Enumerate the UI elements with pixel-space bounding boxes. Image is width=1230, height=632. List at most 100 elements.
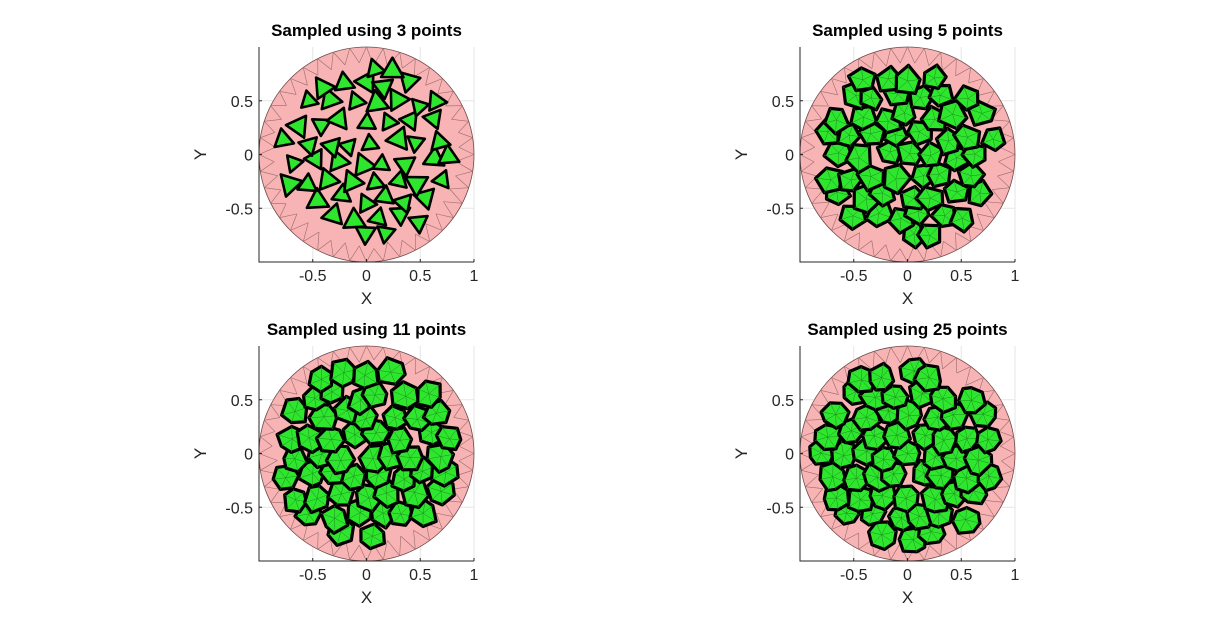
cell <box>297 136 319 157</box>
cell <box>279 173 304 198</box>
cell <box>392 156 417 178</box>
cell <box>330 182 353 203</box>
x-axis-label: X <box>361 289 372 308</box>
cell <box>428 89 449 112</box>
cell <box>366 206 388 227</box>
x-tick-label: 0.5 <box>409 268 431 285</box>
x-tick-label: -0.5 <box>299 567 327 584</box>
cell <box>285 154 305 174</box>
subplot-title: Sampled using 5 points <box>812 21 1003 40</box>
cell <box>406 135 427 154</box>
cell <box>273 127 296 149</box>
cell <box>389 87 412 112</box>
x-tick-label: 1 <box>1011 567 1020 584</box>
boundary-mesh <box>258 46 475 263</box>
y-tick-label: -0.5 <box>225 201 253 218</box>
cell <box>387 169 408 189</box>
cells <box>813 63 1007 250</box>
x-tick-label: -0.5 <box>840 268 868 285</box>
x-tick-label: 0 <box>903 268 912 285</box>
x-tick-label: -0.5 <box>840 567 868 584</box>
cell <box>356 111 378 130</box>
cell <box>434 425 463 452</box>
x-axis-label: X <box>361 588 372 607</box>
y-tick-label: -0.5 <box>766 500 794 517</box>
y-tick-label: 0.5 <box>772 94 794 111</box>
cell <box>430 129 452 152</box>
cell <box>381 111 401 132</box>
x-tick-label: 1 <box>1011 268 1020 285</box>
cell <box>948 206 975 234</box>
cell <box>296 172 319 193</box>
cell <box>365 171 387 191</box>
cell <box>370 78 395 101</box>
cell <box>319 136 341 159</box>
cell <box>366 57 387 79</box>
cell <box>333 70 357 92</box>
cell <box>379 56 405 79</box>
cell <box>354 151 378 177</box>
y-axis-label: Y <box>191 448 210 459</box>
y-tick-label: 0 <box>244 148 253 165</box>
y-tick-label: 0.5 <box>772 393 794 410</box>
boundary-mesh <box>799 46 1016 263</box>
subplot-4: -0.5 0 0.5 1 0.5 0 -0.5 Sampled using 25 points… <box>732 320 1020 607</box>
subplot-1: -0.5 0 0.5 1 0.5 0 -0.5 Sampled using 3 points X… <box>191 21 479 308</box>
axes-lines <box>258 47 474 263</box>
cell <box>360 132 381 152</box>
cell <box>421 108 442 131</box>
y-tick-label: 0 <box>785 148 794 165</box>
x-tick-label: 1 <box>470 567 479 584</box>
cells <box>273 56 461 246</box>
cell <box>956 160 987 189</box>
x-axis-label: X <box>902 289 913 308</box>
subplot-title: Sampled using 11 points <box>267 320 466 339</box>
cell <box>337 137 357 158</box>
cell <box>342 206 368 229</box>
cell <box>319 504 350 535</box>
y-axis-label: Y <box>732 448 751 459</box>
cell <box>310 118 333 138</box>
cell <box>953 425 982 454</box>
subplot-title: Sampled using 3 points <box>271 21 462 40</box>
subplot-3: -0.5 0 0.5 1 0.5 0 -0.5 Sampled using 11 points… <box>191 320 479 607</box>
x-tick-label: 0 <box>362 567 371 584</box>
y-tick-label: 0 <box>244 447 253 464</box>
cell <box>974 425 1003 455</box>
cell <box>952 123 982 152</box>
cell <box>325 106 348 131</box>
cell <box>284 114 308 139</box>
y-tick-label: -0.5 <box>766 201 794 218</box>
cell <box>823 106 851 136</box>
cell <box>391 193 413 215</box>
cell <box>397 110 418 132</box>
cell <box>398 71 422 94</box>
cell <box>894 63 922 96</box>
cells <box>271 356 463 551</box>
cell <box>342 168 366 194</box>
cell <box>917 140 945 168</box>
axes-lines <box>799 346 1015 562</box>
x-tick-label: 1 <box>470 268 479 285</box>
y-axis-label: Y <box>191 149 210 160</box>
cell <box>320 202 344 226</box>
cell <box>410 97 431 118</box>
cell <box>407 214 429 235</box>
cell <box>299 89 320 109</box>
y-tick-label: 0 <box>785 447 794 464</box>
x-tick-label: -0.5 <box>299 268 327 285</box>
subplot-2: -0.5 0 0.5 1 0.5 0 -0.5 Sampled using 5 points X… <box>732 21 1020 308</box>
cell <box>403 175 430 198</box>
cell <box>371 153 392 172</box>
x-tick-label: 0.5 <box>950 268 972 285</box>
x-tick-label: 0 <box>362 268 371 285</box>
cell <box>318 167 342 191</box>
cell <box>922 63 948 91</box>
cell <box>916 223 942 250</box>
cell <box>437 143 461 165</box>
y-axis-label: Y <box>732 149 751 160</box>
cell <box>305 186 331 210</box>
y-tick-label: 0.5 <box>231 94 253 111</box>
y-tick-label: 0.5 <box>231 393 253 410</box>
